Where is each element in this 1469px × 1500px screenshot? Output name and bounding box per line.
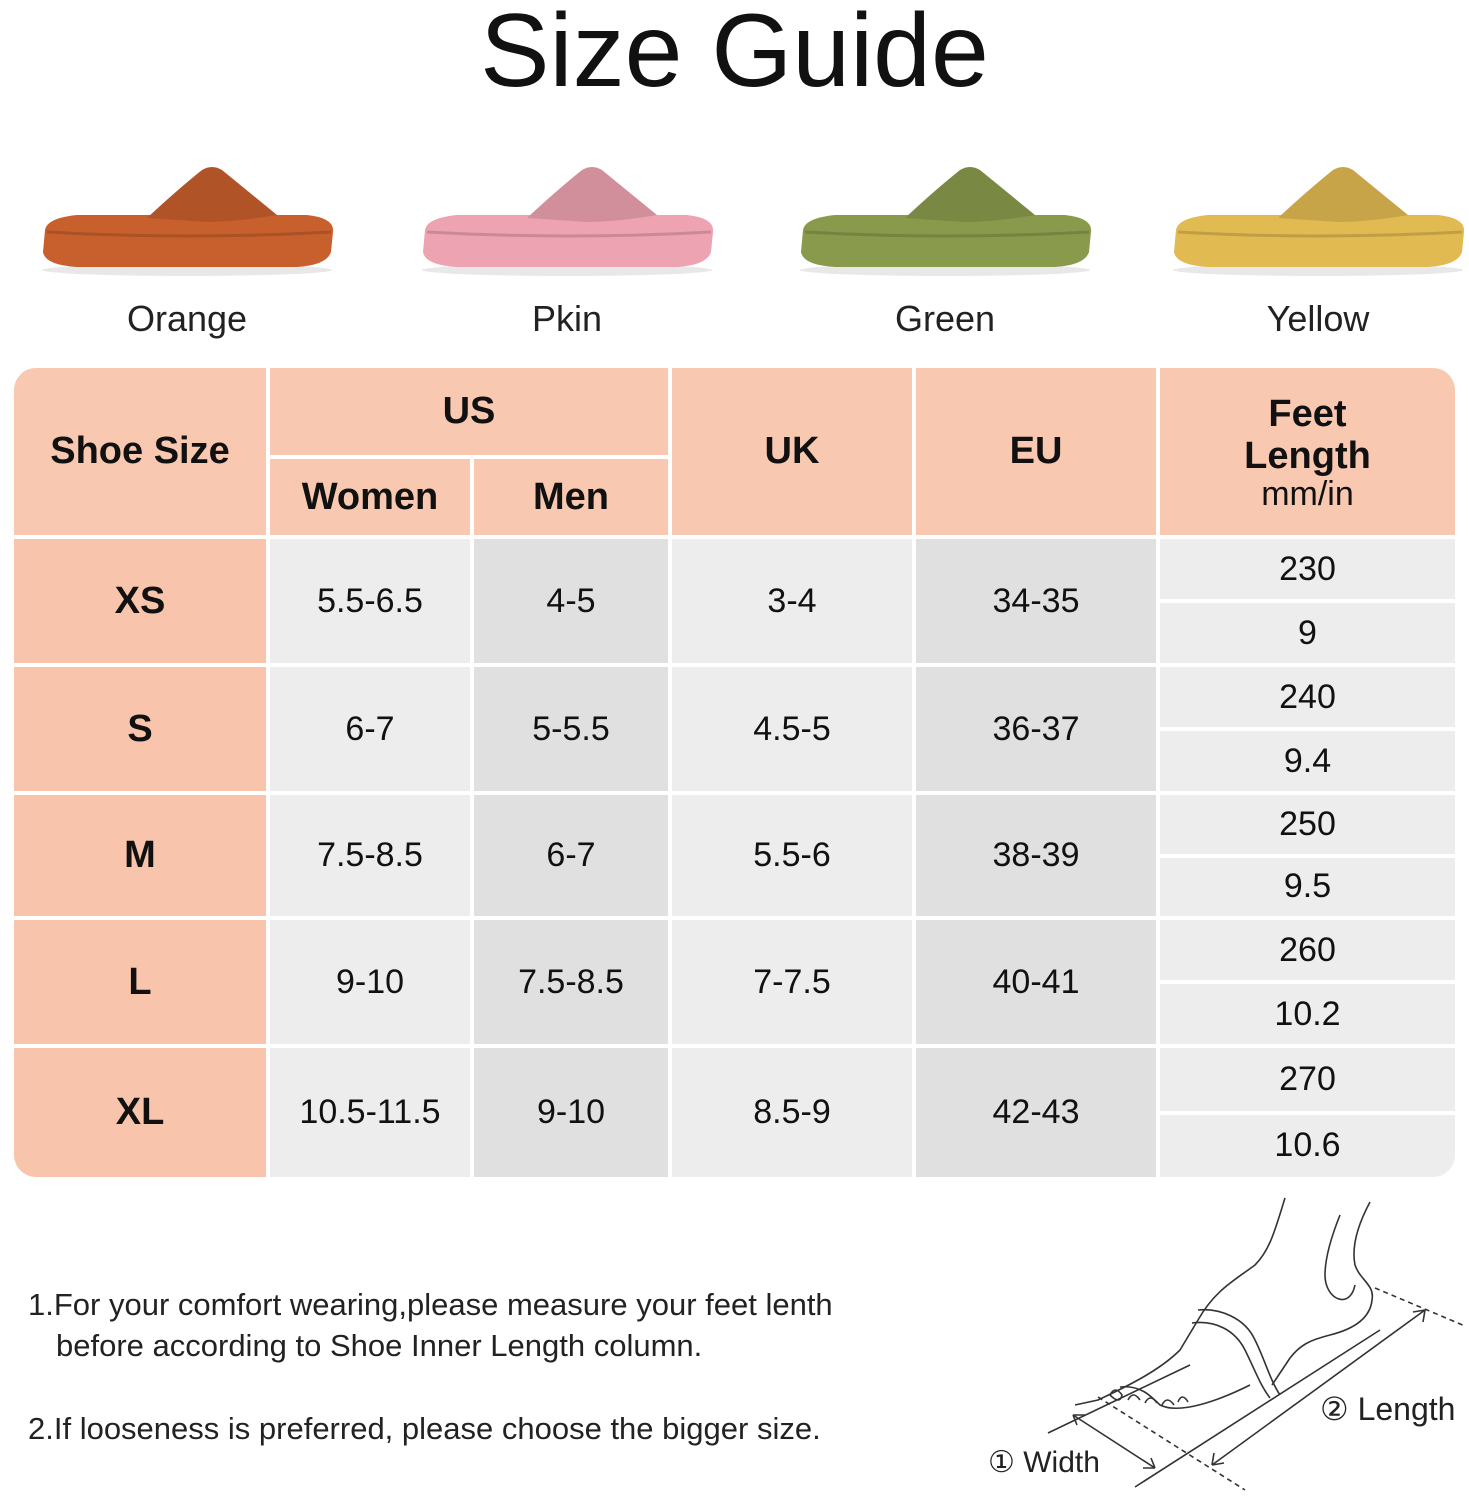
feet-mm: 270 xyxy=(1160,1048,1455,1111)
us-men-cell: 4-5 xyxy=(474,539,668,663)
size-cell: M xyxy=(14,795,266,916)
header-feet-length: Feet Length mm/in xyxy=(1160,368,1455,535)
eu-cell: 36-37 xyxy=(916,667,1156,791)
size-cell: XL xyxy=(14,1048,266,1177)
length-label: ② Length xyxy=(1320,1391,1455,1427)
feet-in: 10.2 xyxy=(1160,984,1455,1044)
uk-cell: 4.5-5 xyxy=(672,667,912,791)
size-cell: XS xyxy=(14,539,266,663)
feet-in: 10.6 xyxy=(1160,1114,1455,1177)
feet-in: 9 xyxy=(1160,603,1455,663)
feet-length-cell: 270 10.6 xyxy=(1160,1048,1455,1177)
feet-mm: 260 xyxy=(1160,920,1455,980)
note-1: 1.For your comfort wearing,please measur… xyxy=(28,1284,833,1366)
us-men-cell: 9-10 xyxy=(474,1048,668,1177)
feet-length-cell: 250 9.5 xyxy=(1160,795,1455,916)
size-table: Shoe Size US Women Men UK EU Feet Length… xyxy=(14,368,1455,1177)
us-men-cell: 6-7 xyxy=(474,795,668,916)
foot-outline xyxy=(1074,1197,1286,1406)
feet-length-cell: 260 10.2 xyxy=(1160,920,1455,1044)
note-1-line-1: 1.For your comfort wearing,please measur… xyxy=(28,1287,833,1322)
feet-length-cell: 230 9 xyxy=(1160,539,1455,663)
header-uk: UK xyxy=(672,368,912,535)
slipper-image xyxy=(42,167,334,276)
us-men-cell: 7.5-8.5 xyxy=(474,920,668,1044)
slipper-image xyxy=(800,167,1092,276)
header-us: US xyxy=(270,368,668,455)
uk-cell: 8.5-9 xyxy=(672,1048,912,1177)
note-2: 2.If looseness is preferred, please choo… xyxy=(28,1411,821,1446)
feet-mm: 240 xyxy=(1160,667,1455,727)
feet-mm: 250 xyxy=(1160,795,1455,854)
us-women-cell: 10.5-11.5 xyxy=(270,1048,470,1177)
color-label: Pkin xyxy=(531,298,603,339)
us-women-cell: 9-10 xyxy=(270,920,470,1044)
color-label: Orange xyxy=(126,298,248,339)
header-eu: EU xyxy=(916,368,1156,535)
width-label: ① Width xyxy=(988,1446,1100,1479)
size-cell: S xyxy=(14,667,266,791)
us-women-cell: 7.5-8.5 xyxy=(270,795,470,916)
feet-unit-label: mm/in xyxy=(1261,474,1354,513)
feet-length-cell: 240 9.4 xyxy=(1160,667,1455,791)
uk-cell: 3-4 xyxy=(672,539,912,663)
header-shoe-size: Shoe Size xyxy=(14,368,266,535)
eu-cell: 34-35 xyxy=(916,539,1156,663)
header-men: Men xyxy=(474,459,668,535)
feet-mm: 230 xyxy=(1160,539,1455,599)
us-women-cell: 5.5-6.5 xyxy=(270,539,470,663)
foot-measure-diagram: ① Width ② Length xyxy=(988,1197,1466,1491)
uk-cell: 7-7.5 xyxy=(672,920,912,1044)
note-1-line-2: before according to Shoe Inner Length co… xyxy=(56,1328,703,1363)
feet-in: 9.5 xyxy=(1160,857,1455,916)
us-men-cell: 5-5.5 xyxy=(474,667,668,791)
eu-cell: 42-43 xyxy=(916,1048,1156,1177)
slipper-image xyxy=(422,167,714,276)
header-women: Women xyxy=(270,459,470,535)
feet-in: 9.4 xyxy=(1160,731,1455,791)
color-label: Green xyxy=(894,298,996,339)
color-label: Yellow xyxy=(1266,298,1370,339)
eu-cell: 40-41 xyxy=(916,920,1156,1044)
feet-length-label: Feet Length xyxy=(1244,392,1371,477)
page-title: Size Guide xyxy=(480,0,989,109)
slipper-image xyxy=(1173,167,1465,276)
eu-cell: 38-39 xyxy=(916,795,1156,916)
size-cell: L xyxy=(14,920,266,1044)
uk-cell: 5.5-6 xyxy=(672,795,912,916)
us-women-cell: 6-7 xyxy=(270,667,470,791)
